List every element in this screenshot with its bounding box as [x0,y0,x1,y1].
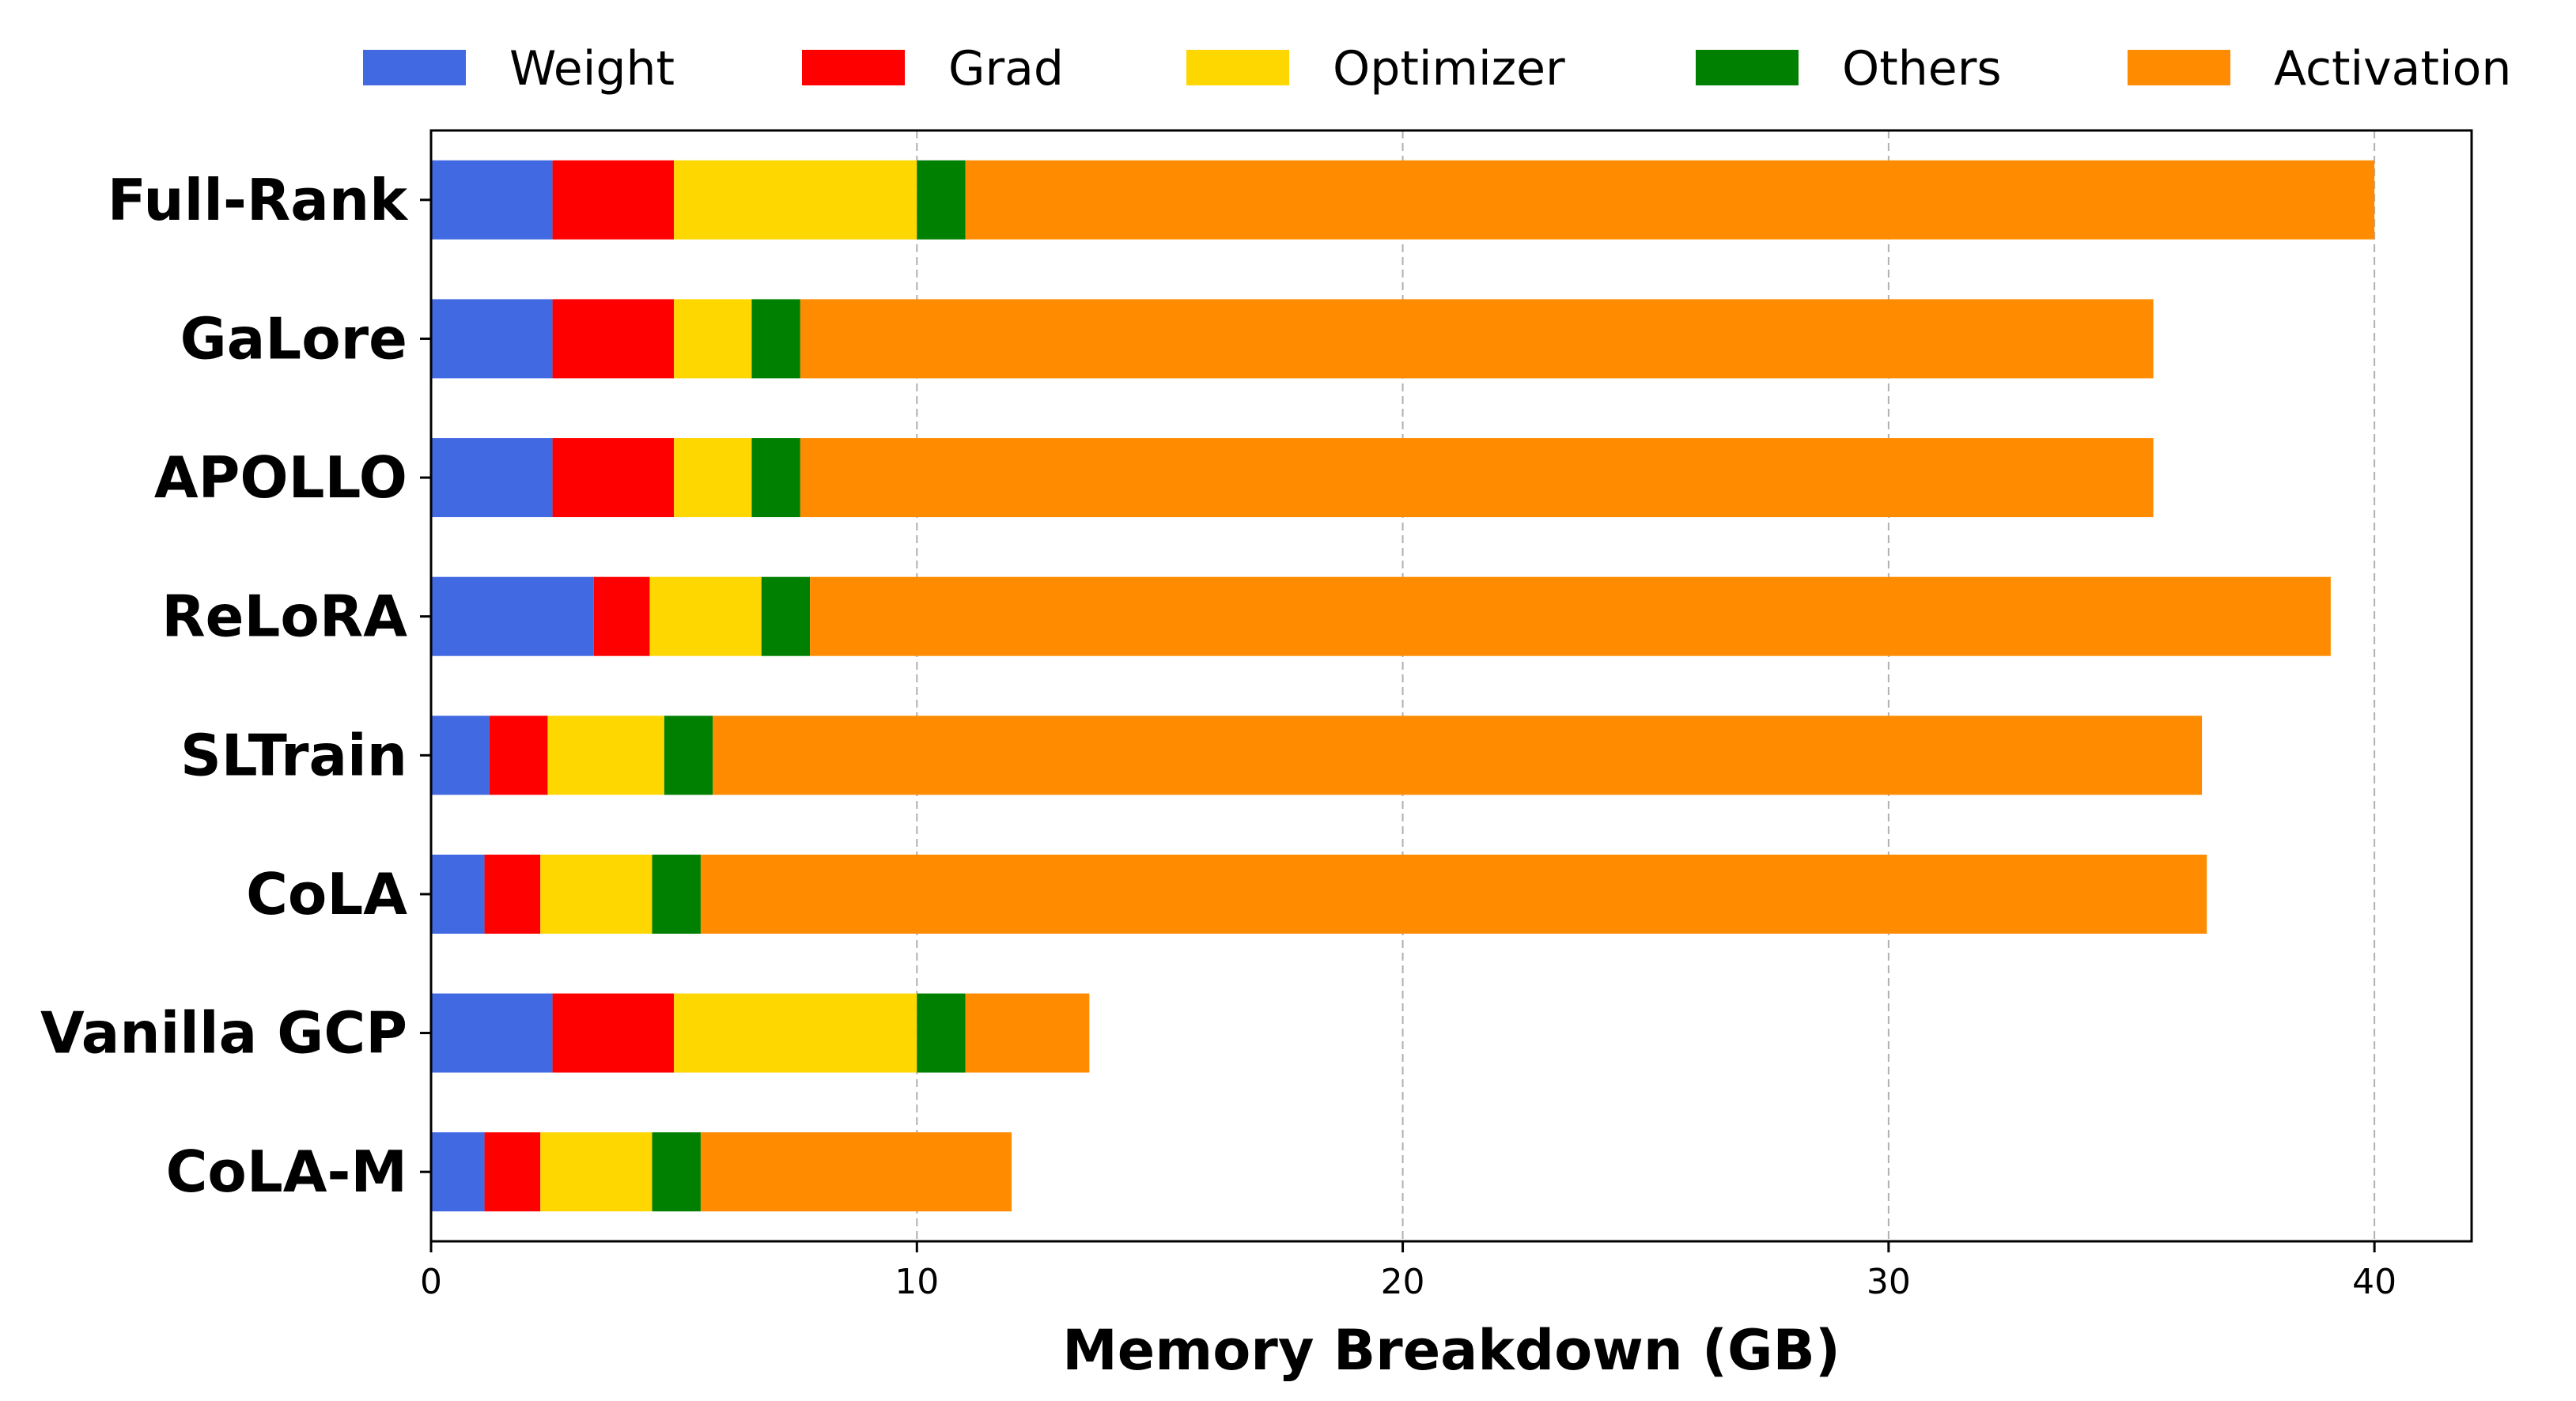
x-axis-ticks: 0 10 20 30 40 [420,1241,2396,1302]
bar-full-rank-grad [552,160,675,240]
plot-frame [429,129,2473,1243]
bar-full-rank-others [917,160,966,240]
x-tick-label-0: 0 [420,1262,442,1302]
bar-full-rank-optimizer [674,160,917,240]
x-tick-label-20: 20 [1381,1262,1425,1302]
bar-sltrain-activation [713,716,2203,795]
bar-vanilla-gcp-activation [965,993,1090,1073]
y-tick-label-apollo: APOLLO [154,444,407,511]
bar-cola-grad [484,854,541,934]
y-tick-label-cola: CoLA [246,861,407,927]
bar-galore-others [751,299,800,379]
x-tick-label-30: 30 [1867,1262,1911,1302]
bar-relora-weight [431,576,594,656]
bar-cola-others [652,854,701,934]
bar-full-rank-weight [431,160,553,240]
bar-galore-grad [552,299,675,379]
x-tick-label-40: 40 [2352,1262,2396,1302]
y-tick-label-vanilla-gcp: Vanilla GCP [40,1000,407,1067]
bar-cola-m-optimizer [540,1132,653,1212]
bar-relora-activation [810,576,2331,656]
legend-label-optimizer: Optimizer [1333,41,1565,96]
legend-label-grad: Grad [948,41,1064,96]
legend-swatch-others [1696,50,1799,85]
bar-apollo-activation [800,438,2154,518]
legend-label-activation: Activation [2274,41,2511,96]
bar-cola-m-weight [431,1132,485,1212]
y-tick-label-relora: ReLoRA [161,583,407,650]
bar-sltrain-weight [431,716,490,795]
bar-cola-m-others [652,1132,701,1212]
bar-vanilla-gcp-others [917,993,966,1073]
bar-full-rank-activation [965,160,2375,240]
bar-galore-weight [431,299,553,379]
bars [431,160,2375,1212]
legend-label-others: Others [1842,41,2002,96]
y-tick-label-full-rank: Full-Rank [108,167,409,233]
y-tick-label-sltrain: SLTrain [180,722,407,788]
y-tick-label-cola-m: CoLA-M [166,1139,407,1205]
bar-vanilla-gcp-weight [431,993,553,1073]
bar-apollo-others [751,438,800,518]
bar-cola-weight [431,854,485,934]
legend-swatch-weight [363,50,466,85]
bar-galore-optimizer [674,299,752,379]
bar-vanilla-gcp-grad [552,993,675,1073]
bar-cola-m-grad [484,1132,541,1212]
bar-vanilla-gcp-optimizer [674,993,917,1073]
legend-label-weight: Weight [509,41,675,96]
bar-apollo-grad [552,438,675,518]
legend: Weight Grad Optimizer Others Activation [363,41,2511,96]
bar-cola-optimizer [540,854,653,934]
bar-relora-grad [593,576,650,656]
grid-lines [916,130,2376,1241]
x-axis-label: Memory Breakdown (GB) [1062,1318,1840,1383]
y-tick-label-galore: GaLore [180,305,407,372]
bar-relora-optimizer [649,576,762,656]
y-axis-ticks: Full-Rank GaLore APOLLO ReLoRA SLTrain CoLA Va… [40,167,431,1205]
bar-cola-m-activation [700,1132,1012,1212]
bar-sltrain-grad [489,716,548,795]
legend-swatch-optimizer [1186,50,1289,85]
x-tick-label-10: 10 [895,1262,939,1302]
bar-sltrain-optimizer [547,716,664,795]
legend-swatch-grad [802,50,905,85]
bar-apollo-weight [431,438,553,518]
bar-cola-activation [700,854,2207,934]
bar-apollo-optimizer [674,438,752,518]
bar-galore-activation [800,299,2154,379]
legend-swatch-activation [2128,50,2230,85]
bar-sltrain-others [664,716,713,795]
bar-relora-others [761,576,811,656]
